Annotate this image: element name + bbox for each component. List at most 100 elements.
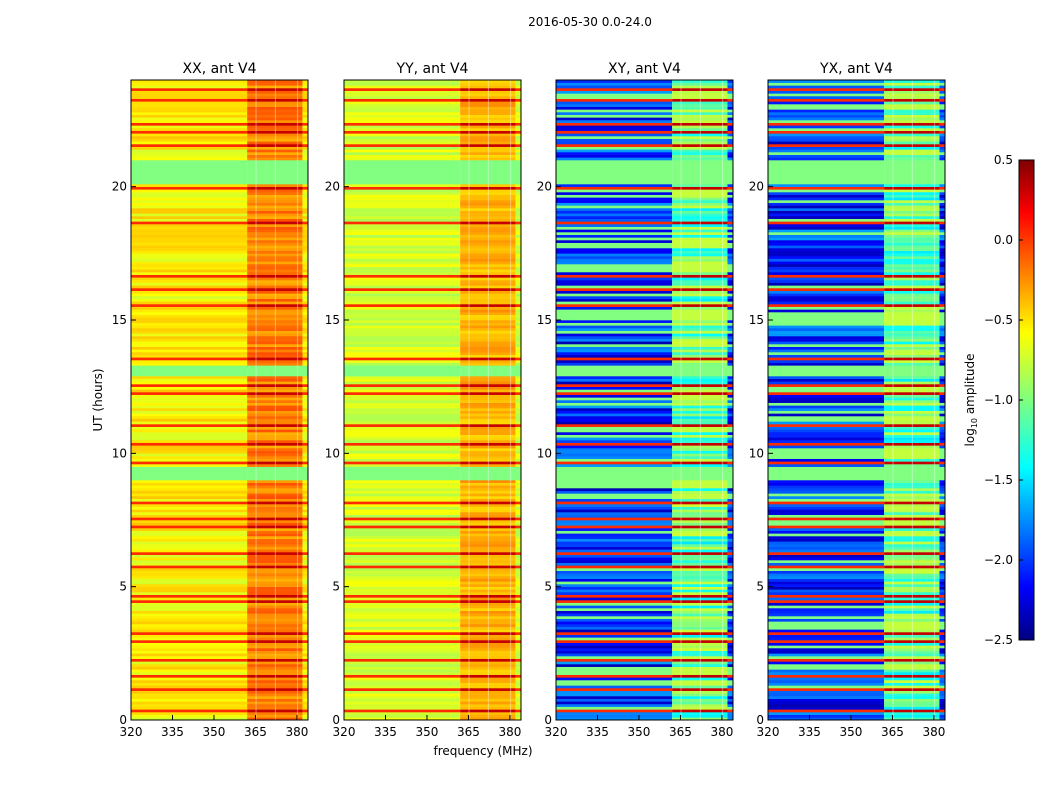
heatmap-cell (672, 381, 728, 385)
heatmap-cell (460, 360, 516, 363)
heatmap-cell (515, 229, 521, 233)
heatmap-cell (131, 184, 248, 187)
heatmap-cell (131, 176, 248, 179)
heatmap-cell (302, 557, 308, 561)
heatmap-cell (884, 458, 940, 462)
heatmap-cell (247, 106, 303, 110)
heatmap-cell (884, 581, 940, 585)
heatmap-cell (302, 325, 308, 329)
heatmap-cell (302, 258, 308, 262)
heatmap-cell (247, 189, 303, 193)
heatmap-cell (556, 496, 673, 499)
heatmap-cell (556, 328, 673, 331)
heatmap-cell (672, 360, 728, 363)
heatmap-cell (884, 448, 940, 451)
heatmap-cell (939, 584, 945, 587)
heatmap-cell (939, 698, 945, 702)
heatmap-cell (768, 701, 885, 705)
heatmap-cell (768, 706, 885, 710)
heatmap-cell (939, 538, 945, 542)
heatmap-cell (672, 674, 728, 678)
heatmap-cell (302, 453, 308, 457)
heatmap-cell (672, 429, 728, 433)
heatmap-cell (344, 541, 461, 545)
heatmap-cell (460, 325, 516, 329)
heatmap-cell (939, 557, 945, 561)
heatmap-cell (884, 600, 940, 603)
heatmap-cell (768, 344, 885, 347)
heatmap-cell (727, 424, 733, 427)
heatmap-cell (556, 376, 673, 379)
heatmap-cell (727, 202, 733, 206)
heatmap-cell (672, 688, 728, 691)
heatmap-cell (884, 456, 940, 459)
heatmap-cell (672, 90, 728, 94)
heatmap-cell (515, 114, 521, 118)
heatmap-cell (727, 704, 733, 707)
heatmap-cell (247, 645, 303, 649)
heatmap-cell (460, 328, 516, 331)
heatmap-cell (302, 506, 308, 510)
heatmap-cell (768, 245, 885, 249)
heatmap-cell (515, 576, 521, 579)
heatmap-cell (939, 264, 945, 267)
heatmap-cell (939, 482, 945, 486)
heatmap-cell (247, 90, 303, 94)
heatmap-cell (884, 202, 940, 206)
heatmap-cell (727, 352, 733, 355)
heatmap-cell (247, 512, 303, 515)
heatmap-cell (556, 256, 673, 259)
heatmap-cell (727, 256, 733, 259)
heatmap-cell (556, 645, 673, 649)
heatmap-cell (727, 218, 733, 222)
heatmap-cell (672, 114, 728, 118)
heatmap-cell (131, 93, 248, 97)
heatmap-cell (939, 285, 945, 289)
heatmap-cell (344, 314, 461, 318)
heatmap-cell (247, 157, 303, 161)
heatmap-cell (460, 642, 516, 646)
heatmap-cell (344, 712, 461, 715)
heatmap-cell (939, 168, 945, 171)
heatmap-cell (884, 290, 940, 294)
heatmap-cell (672, 640, 728, 643)
heatmap-cell (884, 88, 940, 91)
heatmap-cell (884, 296, 940, 299)
heatmap-cell (672, 306, 728, 310)
heatmap-cell (302, 642, 308, 646)
heatmap-cell (131, 442, 248, 446)
heatmap-cell (672, 186, 728, 190)
heatmap-cell (672, 469, 728, 473)
heatmap-cell (302, 426, 308, 430)
heatmap-cell (672, 714, 728, 718)
heatmap-cell (884, 274, 940, 278)
heatmap-cell (672, 418, 728, 422)
heatmap-cell (131, 368, 248, 371)
heatmap-cell (131, 621, 248, 625)
panel-title: XX, ant V4 (183, 61, 257, 77)
heatmap-cell (884, 325, 940, 329)
heatmap-cell (672, 104, 728, 107)
heatmap-cell (302, 317, 308, 321)
heatmap-cell (247, 245, 303, 249)
heatmap-cell (302, 168, 308, 171)
heatmap-cell (884, 434, 940, 438)
heatmap-cell (460, 98, 516, 102)
heatmap-cell (884, 165, 940, 169)
heatmap-cell (727, 85, 733, 89)
heatmap-cell (344, 626, 461, 630)
heatmap-cell (672, 293, 728, 297)
heatmap-cell (884, 162, 940, 166)
heatmap-cell (768, 632, 885, 635)
heatmap-cell (672, 514, 728, 518)
heatmap-cell (460, 714, 516, 718)
heatmap-cell (939, 330, 945, 334)
heatmap-cell (247, 610, 303, 614)
heatmap-cell (939, 224, 945, 227)
heatmap-cell (344, 690, 461, 694)
heatmap-cell (727, 376, 733, 379)
heatmap-cell (939, 90, 945, 94)
heatmap-cell (247, 314, 303, 318)
